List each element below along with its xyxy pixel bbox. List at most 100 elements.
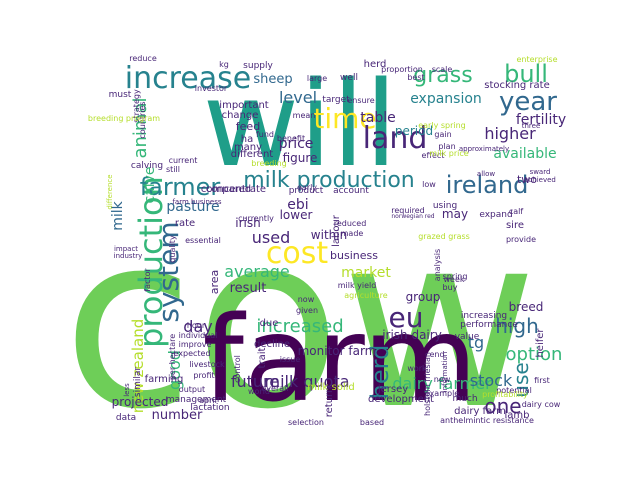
cloud-word-irish-dairy: irish dairy (382, 328, 442, 342)
cloud-word-grass: grass (413, 63, 472, 88)
cloud-word-cost: cost (266, 236, 328, 271)
cloud-word-ireland: ireland (446, 171, 529, 199)
cloud-word-option: option (506, 344, 563, 365)
cloud-word-april: april (199, 396, 217, 405)
cloud-word-using: using (433, 201, 457, 211)
cloud-word-due: due (260, 318, 279, 329)
cloud-word-farming: farming (145, 374, 184, 385)
cloud-word-output: output (179, 385, 205, 394)
cloud-word-end: end (429, 350, 444, 359)
cloud-word-enterprise: enterprise (516, 55, 557, 64)
cloud-word-day: day (183, 317, 212, 336)
cloud-word-low: low (422, 180, 436, 189)
cloud-word-price: price (279, 136, 314, 152)
cloud-word-milk-solid: milk solid (307, 382, 355, 393)
cloud-word-profitability: profitability (482, 390, 528, 399)
cloud-word-effect: effect (422, 151, 445, 160)
cloud-word-monitor-farm: monitor farm (298, 344, 377, 358)
cloud-word-ha: ha (241, 134, 253, 145)
cloud-word-within: within (311, 228, 347, 242)
cloud-word-figure: figure (283, 151, 318, 165)
cloud-word-breed: breed (509, 300, 544, 314)
cloud-word-two: two (517, 173, 537, 186)
cloud-word-control: control (233, 355, 242, 383)
cloud-word-performance: performance (460, 320, 518, 330)
cloud-word-good: good (165, 350, 184, 390)
cloud-word-rate: rate (175, 218, 195, 229)
cloud-word-quality: quality (168, 235, 177, 263)
cloud-word-buy: buy (443, 283, 458, 292)
cloud-word-still: still (166, 165, 180, 174)
cloud-word-new: new (434, 375, 451, 384)
cloud-word-based: based (360, 418, 384, 427)
cloud-word-reduced: reduced (334, 219, 367, 228)
cloud-word-industry: industry (114, 252, 143, 260)
cloud-word-milk: milk (110, 200, 126, 230)
cloud-word-stocking-rate: stocking rate (484, 80, 550, 91)
cloud-word-animal: animal (130, 97, 151, 158)
cloud-word-dairy-farm: dairy farm (454, 406, 506, 417)
cloud-word-many: many (234, 142, 262, 153)
cloud-word-livestock: livestock (189, 360, 225, 369)
cloud-word-milk-price: milk price (429, 149, 468, 158)
cloud-word-fund: fund (256, 130, 274, 139)
cloud-word-factor: factor (143, 268, 152, 292)
cloud-word-available: available (493, 146, 556, 162)
cloud-word-strategy: strategy (132, 89, 141, 123)
cloud-word-allow: allow (477, 170, 495, 178)
cloud-word-breeding-program: breeding program (88, 114, 160, 123)
cloud-word-stock: stock (470, 371, 513, 390)
cloud-word-level: level (279, 88, 317, 107)
cloud-word-use: use (509, 362, 533, 397)
cloud-word-reduce: reduce (129, 54, 157, 63)
cloud-word-individual: individual (179, 331, 218, 340)
cloud-word-dairy-cow: dairy cow (522, 400, 561, 409)
cloud-word-concentrate: concentrate (206, 184, 266, 195)
cloud-word-milk-yield: milk yield (338, 281, 377, 290)
cloud-word-first: first (534, 376, 550, 385)
cloud-word-breeding: breeding (251, 159, 286, 168)
cloud-word-early: early (297, 183, 317, 192)
cloud-word-kg: kg (219, 60, 229, 69)
cloud-word-feed: feed (236, 120, 260, 133)
cloud-word-proportion: proportion (381, 65, 423, 74)
cloud-word-norwegian-red: norwegian red (391, 213, 434, 220)
cloud-word-future: future (231, 372, 279, 391)
cloud-word-calf: calf (509, 207, 524, 216)
cloud-word-example: example (425, 389, 460, 398)
cloud-word-herd: herd (366, 345, 394, 400)
cloud-word-average: average (224, 262, 290, 281)
cloud-word-spring: spring (443, 272, 468, 281)
cloud-word-agriculture: agriculture (344, 291, 388, 300)
cloud-word-investor: investor (195, 84, 228, 93)
cloud-word-three: three (522, 122, 541, 130)
cloud-word-made: made (341, 229, 364, 238)
cloud-word-herd: herd (364, 59, 387, 70)
cloud-word-land: land (363, 121, 428, 156)
cloud-word-difference: difference (106, 174, 114, 209)
cloud-word-production: production (132, 176, 170, 348)
cloud-word-similar: similar (133, 367, 143, 397)
cloud-word-less: less (123, 383, 131, 397)
cloud-word-mean: mean (293, 111, 316, 120)
cloud-word-world: world (248, 387, 270, 396)
cloud-word-development: development (368, 394, 434, 405)
cloud-word-well: well (340, 73, 358, 83)
cloud-word-essential: essential (185, 236, 221, 245)
cloud-word-group: group (406, 290, 441, 304)
cloud-word-farm: farm (202, 290, 477, 428)
cloud-word-issue: issue (280, 355, 301, 364)
cloud-word-must: must (109, 90, 132, 100)
cloud-word-much: much (452, 394, 477, 404)
cloud-word-gain: gain (434, 130, 451, 139)
cloud-word-ensure: ensure (347, 96, 374, 105)
cloud-word-increase: increase (125, 61, 251, 96)
cloud-word-compared: compared (201, 184, 251, 195)
cloud-word-result: result (230, 281, 267, 296)
cloud-word-high: high (495, 314, 539, 338)
cloud-word-week: week (443, 275, 464, 284)
cloud-word-bull: bull (504, 60, 548, 88)
cloud-word-benefit: benefit (277, 134, 305, 143)
cloud-word-anthelmintic-resistance: anthelmintic resistance (440, 416, 534, 425)
cloud-word-milk-production: milk production (243, 168, 415, 193)
